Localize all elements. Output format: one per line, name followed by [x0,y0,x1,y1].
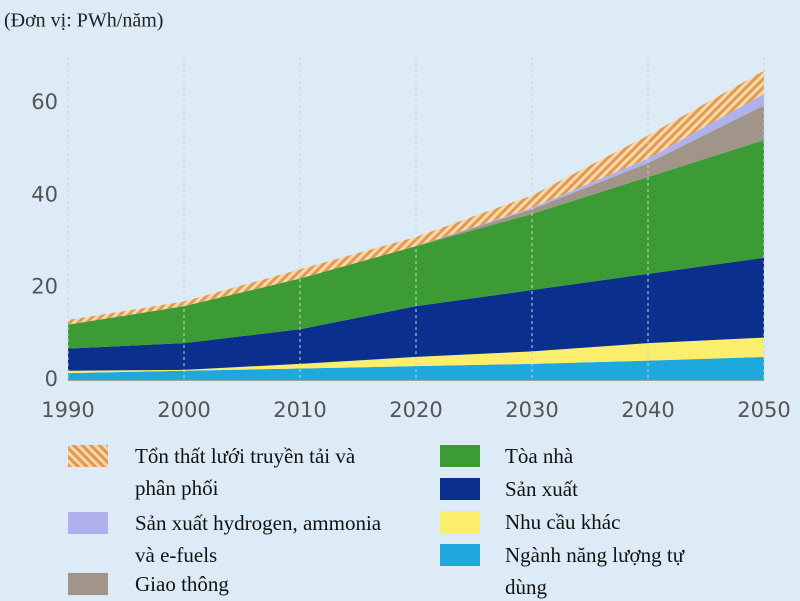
unit-label: (Đơn vị: PWh/năm) [4,10,163,32]
x-tick-label: 2050 [737,398,790,422]
y-tick-label: 40 [31,182,58,206]
legend-swatch [68,512,108,534]
x-tick-label: 1990 [41,398,94,422]
x-tick-label: 2030 [505,398,558,422]
legend-swatch [440,445,480,467]
y-tick-label: 0 [45,367,58,391]
x-tick-label: 2040 [621,398,674,422]
legend-swatch [68,573,108,595]
x-tick-label: 2000 [157,398,210,422]
legend-swatch [440,478,480,500]
legend-label: Nhu cầu khác [505,510,621,534]
legend-swatch [440,511,480,533]
legend-swatch [68,445,108,467]
legend-label: Sản xuất [505,477,578,501]
area [68,257,764,371]
legend-label: Ngành năng lượng tự dùng [505,543,685,599]
area [68,356,764,380]
legend-swatch [440,544,480,566]
legend-label: Sản xuất hydrogen, ammonia và e-fuels [135,511,382,567]
area [68,140,764,349]
y-tick-label: 20 [31,275,58,299]
x-tick-label: 2010 [273,398,326,422]
x-tick-label: 2020 [389,398,442,422]
legend-label: Tổn thất lưới truyền tải và phân phối [135,444,356,500]
y-tick-label: 60 [31,90,58,114]
legend-label: Tòa nhà [505,444,574,468]
legend-label: Giao thông [135,572,229,596]
